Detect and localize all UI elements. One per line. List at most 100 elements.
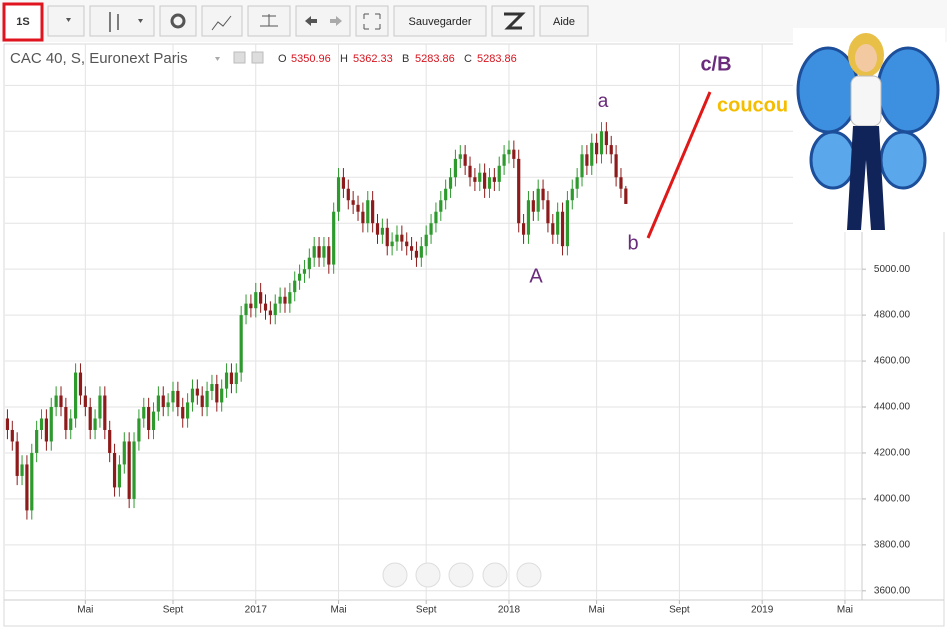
zoom-out[interactable] [415,562,441,588]
candle-body [346,188,350,201]
candle-body [556,211,560,235]
wing [879,130,927,190]
candle-body [434,211,438,224]
candle-body [521,223,526,235]
candle-body [176,390,180,408]
menu-button[interactable] [47,5,85,37]
candle-body [551,223,555,235]
candle-body [210,384,214,391]
ohlc-legend: O 5350.96 H 5362.33 B 5283.86 C 5283.86 [278,53,517,65]
shirt [850,75,882,127]
candle-body [409,246,414,251]
butterfly-image [793,28,945,232]
candle-body [127,441,131,499]
candle-body [239,315,243,373]
trousers [847,126,885,230]
candle-body [468,165,472,178]
annotation: coucou [717,94,788,116]
y-tick-label: 4000.00 [874,494,911,505]
label-box [688,46,746,84]
save-button[interactable] [393,5,487,37]
zoom-in[interactable] [482,562,508,588]
icon [260,14,278,27]
save-label[interactable]: Sauvegarder [409,16,472,28]
candle-body [229,372,234,385]
candle-body [604,131,608,146]
candle-body [458,154,462,159]
candle-body [614,154,618,178]
candle-body [49,407,53,442]
candle-body [78,372,83,396]
icon [330,16,342,26]
candle-body [502,154,506,166]
candle-body [385,227,389,247]
help-button[interactable] [539,5,589,37]
candle-body [439,200,443,212]
x-tick-label: 2019 [751,605,774,616]
settings-button[interactable] [159,5,197,37]
scroll-right[interactable] [516,562,542,588]
candle-body [142,407,146,419]
candle-body [463,154,467,166]
candle-body [492,177,496,182]
y-tick-label: 4800.00 [874,310,911,321]
candle-body [497,165,501,182]
candle-body [297,273,302,281]
reset[interactable] [448,562,474,588]
candle-body [526,200,531,235]
candle-body [332,211,336,265]
candle-body [5,418,10,430]
candle-body [171,390,175,403]
candle-body [108,429,112,453]
candle-body [83,395,87,408]
candle-body [220,388,224,403]
candle-body [536,188,540,212]
candle-body [234,372,238,385]
candle-body [546,200,550,224]
candle-body [341,177,346,189]
candle-body [336,177,341,212]
candle-body [185,402,190,419]
candle-body [278,296,282,304]
interval-button[interactable] [2,2,44,42]
candle-body [39,418,44,430]
indicators-button[interactable] [201,5,243,37]
candle-body [205,390,209,408]
ohlc-label: B [402,53,409,65]
candle-body [161,395,165,408]
candle-body [507,149,511,155]
x-tick-label: 2017 [245,605,268,616]
fullscreen-button[interactable] [355,5,389,37]
ohlc-label: C [464,53,472,65]
candle-body [147,407,151,430]
candle-body [25,464,29,511]
candle-body [453,158,458,178]
icon [233,51,246,64]
y-tick-label: 3600.00 [874,585,911,596]
candles [5,122,628,520]
icon [305,16,317,26]
x-tick-label: Sept [669,605,690,616]
wing [876,46,940,134]
candle-body [249,303,253,309]
icon [138,19,143,23]
chart-type-button[interactable] [89,5,155,37]
icon [504,12,526,30]
candle-body [137,418,141,442]
candle-body [390,241,394,247]
candle-body [419,246,423,258]
candle-body [361,211,365,224]
interval-label[interactable]: 1S [16,16,29,28]
x-tick-label: Mai [330,605,346,616]
scroll-left[interactable] [382,562,408,588]
candle-body [371,200,375,224]
candle-body [531,200,535,212]
candle-body [541,188,545,201]
icon [66,18,71,22]
candle-body [166,402,170,408]
help-label[interactable]: Aide [553,16,575,28]
candle-body [395,234,399,242]
annotations: a Ab c/B coucou [529,53,788,287]
annotation: A [529,265,543,287]
